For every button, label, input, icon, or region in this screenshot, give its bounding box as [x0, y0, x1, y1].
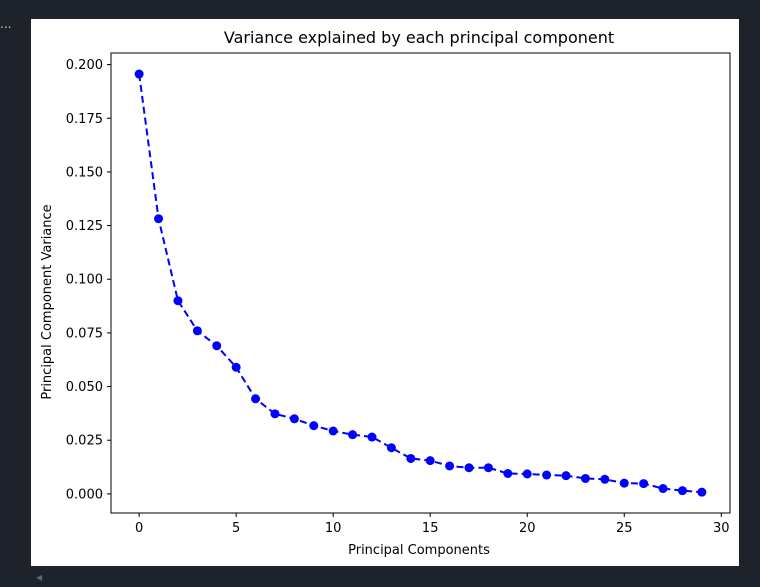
data-point	[212, 341, 222, 351]
x-tick-label: 10	[325, 521, 342, 536]
data-point	[309, 421, 319, 431]
data-point	[251, 394, 261, 404]
data-point	[328, 426, 338, 436]
x-tick-label: 0	[135, 521, 143, 536]
more-options-icon[interactable]: ...	[0, 17, 12, 31]
x-tick-label: 25	[616, 521, 633, 536]
data-point	[289, 414, 299, 424]
data-point	[483, 463, 493, 473]
data-point	[697, 487, 707, 497]
data-point	[192, 326, 202, 336]
y-axis-label: Principal Component Variance	[40, 204, 55, 399]
data-point	[445, 461, 455, 471]
line-chart: Variance explained by each principal com…	[40, 28, 731, 558]
x-tick-label: 5	[232, 521, 240, 536]
chart-title: Variance explained by each principal com…	[224, 28, 614, 47]
y-tick-label: 0.025	[66, 434, 103, 449]
y-tick-label: 0.175	[66, 112, 103, 127]
y-tick-label: 0.125	[66, 219, 103, 234]
y-tick-label: 0.100	[66, 273, 103, 288]
data-point	[522, 469, 532, 479]
plot-frame	[110, 52, 731, 514]
x-tick-label: 20	[519, 521, 536, 536]
data-point	[658, 484, 668, 494]
plot-area: 0 5 10 15 20 25 30 0.000 0.025 0.050 0.075 0.100 0.1…	[66, 52, 731, 536]
data-point	[561, 471, 571, 481]
data-point	[270, 409, 280, 419]
scroll-left-icon[interactable]: ◀	[36, 573, 43, 582]
chart-figure: Variance explained by each principal com…	[31, 19, 739, 566]
data-point	[464, 463, 474, 473]
data-point	[386, 443, 396, 453]
data-point	[231, 362, 241, 372]
y-tick-label: 0.150	[66, 165, 103, 180]
data-point	[600, 474, 610, 484]
data-point	[542, 470, 552, 480]
data-point	[348, 430, 358, 440]
y-tick-label: 0.000	[66, 487, 103, 502]
data-point	[406, 453, 416, 463]
data-point	[677, 486, 687, 496]
data-point	[134, 69, 144, 79]
data-point	[639, 479, 649, 489]
y-tick-label: 0.050	[66, 380, 103, 395]
x-axis-label: Principal Components	[348, 543, 490, 558]
y-tick-label: 0.200	[66, 58, 103, 73]
data-point	[580, 473, 590, 483]
data-point	[619, 478, 629, 488]
data-point	[503, 469, 513, 479]
y-tick-label: 0.075	[66, 326, 103, 341]
data-point	[425, 456, 435, 466]
data-point	[173, 296, 183, 306]
x-tick-label: 15	[422, 521, 439, 536]
x-tick-label: 30	[713, 521, 730, 536]
data-point	[154, 214, 164, 224]
series-line	[138, 73, 702, 494]
data-point	[367, 432, 377, 442]
